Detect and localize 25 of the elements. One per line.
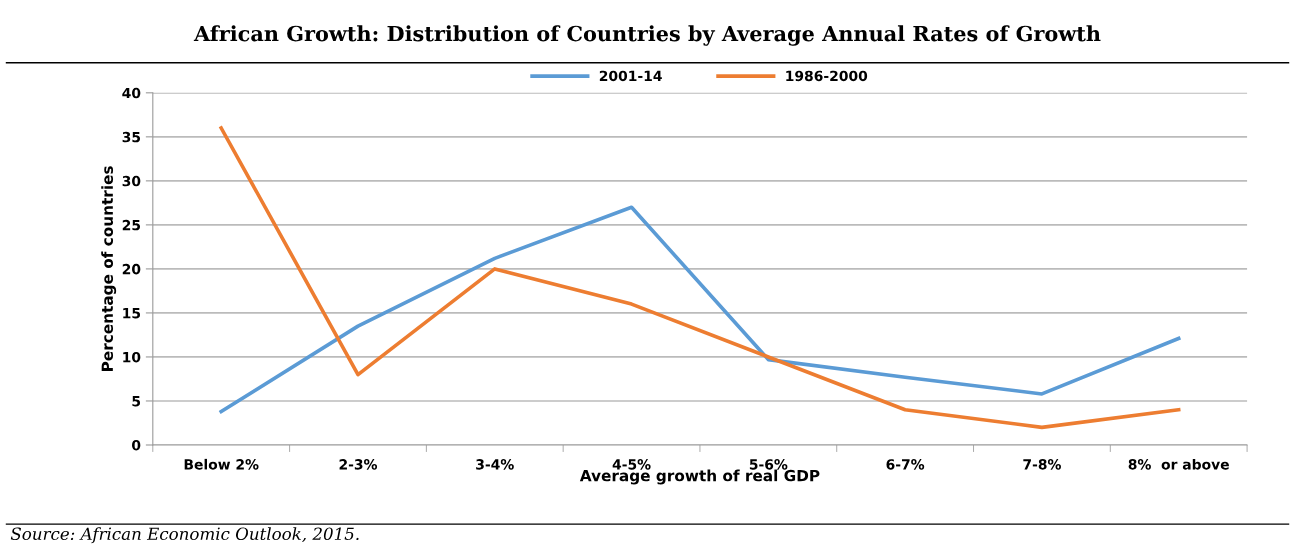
- x-tick-label: 7-8%: [1023, 459, 1061, 470]
- line-series: [219, 126, 1181, 430]
- x-tick-label: 6-7%: [886, 459, 925, 470]
- y-tick-label: 20: [122, 263, 141, 275]
- y-tick-label: 10: [123, 351, 141, 363]
- legend-label: 1986-2000: [786, 70, 868, 82]
- y-axis-title: Percentage of countries: [101, 166, 117, 371]
- y-tick-label: 35: [122, 131, 141, 143]
- x-tick-label: 2-3%: [339, 459, 378, 470]
- x-tick-label: 8% or above: [1128, 458, 1229, 470]
- y-tick-label: 5: [132, 396, 141, 407]
- y-tick-label: 0: [132, 439, 141, 451]
- x-tick-label: 5-6%: [749, 459, 788, 470]
- legend-label: 2001-14: [599, 70, 662, 82]
- y-tick-label: 30: [122, 175, 141, 187]
- y-tick-label: 15: [123, 308, 141, 319]
- x-tick-label: Below 2%: [184, 458, 259, 470]
- x-axis-title: Average growth of real GDP: [579, 469, 820, 485]
- y-tick-label: 25: [122, 219, 141, 231]
- chart-title: African Growth: Distribution of Countries by Average Annual Rates of Growth: [193, 25, 1101, 46]
- x-tick-label: 3-4%: [476, 459, 514, 470]
- x-tick-label: 4-5%: [612, 459, 651, 470]
- line-series: [219, 205, 1181, 414]
- source-note: Source: African Economic Outlook, 2015.: [10, 527, 359, 544]
- y-tick-label: 40: [122, 87, 141, 99]
